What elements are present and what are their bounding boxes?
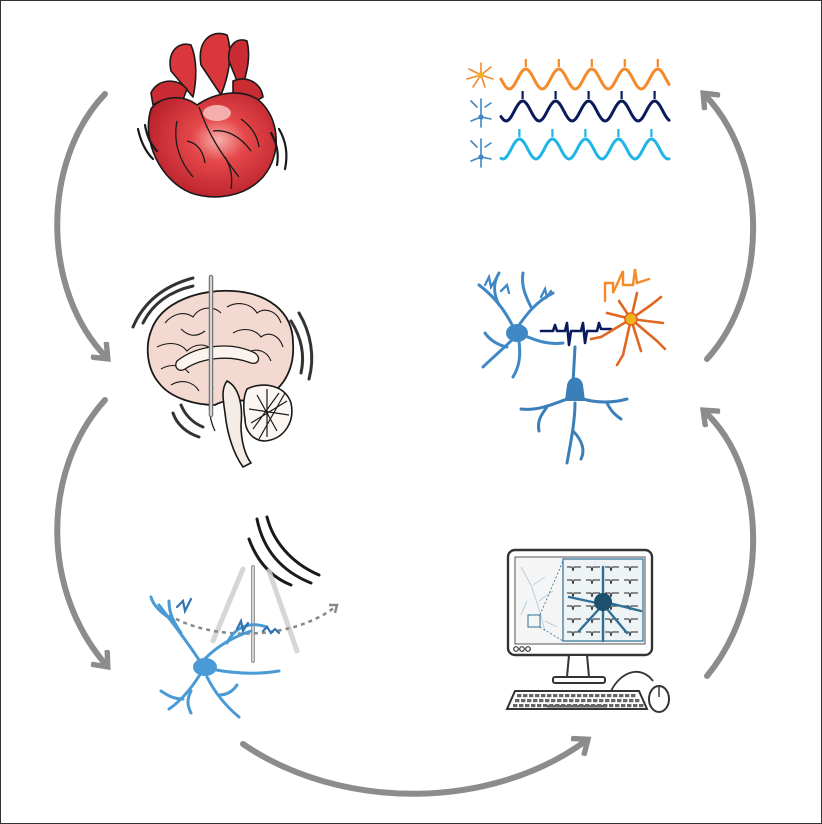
keyboard-key [623, 699, 628, 703]
keyboard-key [607, 694, 612, 698]
arrow-heart-to-brain [54, 91, 107, 358]
keyboard-key [589, 694, 594, 698]
keyboard-key [575, 699, 580, 703]
keyboard-key [581, 699, 586, 703]
keyboard-key [595, 694, 600, 698]
keyboard-key [525, 704, 530, 708]
screen-trace [605, 579, 619, 585]
screen-trace [586, 579, 600, 585]
keyboard-key [577, 694, 582, 698]
heart-icon [136, 32, 288, 198]
screen-trace [605, 592, 619, 598]
keyboard-key [523, 694, 528, 698]
screen-trace [567, 618, 581, 624]
keyboard-key [543, 704, 548, 708]
keyboard-key [593, 699, 598, 703]
keyboard-key [621, 704, 626, 708]
arrow-network-to-oscillations [704, 94, 757, 362]
keyboard-key [571, 694, 576, 698]
neuron-with-pipette-icon [149, 515, 339, 719]
keyboard-key [553, 694, 558, 698]
keyboard-key [547, 694, 552, 698]
oscillation-wave-3 [499, 137, 671, 161]
keyboard-key [533, 699, 538, 703]
keyboard-key [551, 699, 556, 703]
keyboard-key [563, 699, 568, 703]
trace-cell-cyan [470, 138, 492, 168]
computer-workstation-icon [505, 548, 670, 713]
keyboard-key [545, 699, 550, 703]
keyboard-key [639, 704, 644, 708]
keyboard-key [631, 694, 636, 698]
screen-trace [567, 631, 581, 637]
keyboard-key [605, 699, 610, 703]
neuron-network-icon [477, 268, 667, 465]
screen-trace [624, 566, 638, 572]
keyboard-key [619, 694, 624, 698]
screen-trace [586, 592, 600, 598]
keyboard-key [539, 699, 544, 703]
oscillation-wave-1 [499, 67, 671, 91]
screen-trace [586, 566, 600, 572]
network-voltage-trace [539, 321, 613, 347]
oscillation-traces-icon [466, 59, 671, 168]
keyboard-key [599, 699, 604, 703]
keyboard-key [613, 694, 618, 698]
screen-trace [567, 605, 581, 611]
screen-trace [624, 579, 638, 585]
keyboard-key [529, 694, 534, 698]
screen-neuron-sketch [520, 566, 558, 632]
keyboard-key [521, 699, 526, 703]
keyboard-key [559, 694, 564, 698]
screen-trace [605, 566, 619, 572]
keyboard-key [557, 699, 562, 703]
keyboard-key [617, 699, 622, 703]
arrow-neuron-to-computer [240, 740, 587, 797]
screen-trace [567, 579, 581, 585]
keyboard-key [587, 699, 592, 703]
arrow-brain-to-neuron [54, 397, 107, 666]
keyboard-key [611, 699, 616, 703]
keyboard-spacebar [547, 705, 607, 708]
keyboard-key [615, 704, 620, 708]
screen-trace [586, 631, 600, 637]
screen-trace [624, 592, 638, 598]
keyboard-key [635, 699, 640, 703]
oscillation-wave-2 [499, 99, 671, 123]
trace-cell-orange [466, 62, 494, 88]
keyboard-key [625, 694, 630, 698]
trace-cell-navy [470, 98, 492, 128]
keyboard-key [537, 704, 542, 708]
keyboard-key [627, 704, 632, 708]
keyboard-key [519, 704, 524, 708]
screen-trace [605, 631, 619, 637]
arrow-computer-to-network [704, 411, 757, 679]
keyboard-key [527, 699, 532, 703]
keyboard-keys [513, 694, 644, 708]
screen-trace [567, 566, 581, 572]
keyboard-key [531, 704, 536, 708]
keyboard-key [541, 694, 546, 698]
keyboard-key [565, 694, 570, 698]
cycle-arrows [54, 91, 757, 797]
pyramidal-neuron-bottom [519, 345, 629, 465]
keyboard-key [609, 704, 614, 708]
keyboard-key [569, 699, 574, 703]
oscillation-waves [499, 59, 671, 161]
keyboard-key [535, 694, 540, 698]
keyboard-key [517, 694, 522, 698]
brain-with-electrode-icon [131, 274, 314, 469]
screen-trace [624, 605, 638, 611]
keyboard-key [513, 704, 518, 708]
keyboard-key [633, 704, 638, 708]
keyboard-key [515, 699, 520, 703]
keyboard-key [629, 699, 634, 703]
keyboard-key [583, 694, 588, 698]
screen-trace [624, 618, 638, 624]
keyboard-key [601, 694, 606, 698]
